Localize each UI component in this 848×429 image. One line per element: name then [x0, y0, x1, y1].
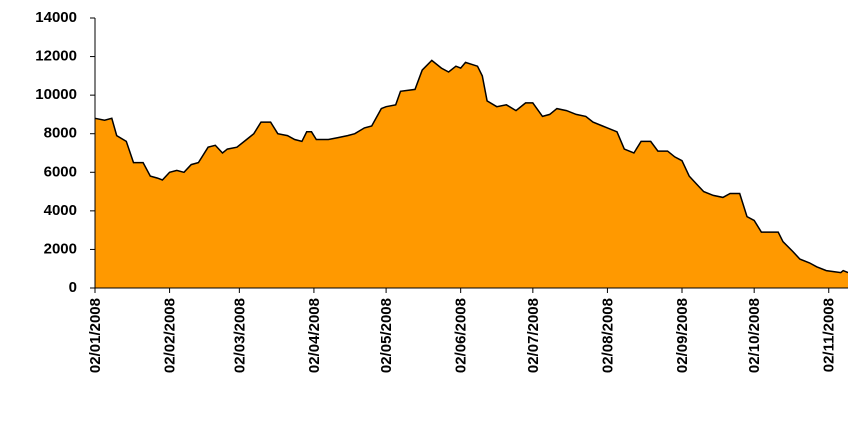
- x-tick-label: 02/01/2008: [87, 298, 104, 373]
- y-tick-label: 6000: [44, 163, 77, 180]
- y-tick-label: 10000: [35, 86, 77, 103]
- x-tick-label: 02/06/2008: [453, 298, 470, 373]
- x-tick-label: 02/10/2008: [746, 298, 763, 373]
- y-tick-label: 2000: [44, 240, 77, 257]
- line: [94, 59, 848, 274]
- x-tick-label: 02/08/2008: [599, 298, 616, 373]
- area: [95, 60, 848, 289]
- y-tick-label: 14000: [35, 9, 77, 26]
- x-tick-label: 02/05/2008: [378, 298, 395, 373]
- y-tick-label: 4000: [44, 202, 77, 219]
- y-tick-label: 8000: [44, 125, 77, 142]
- y-tick-label: 12000: [35, 48, 77, 65]
- x-tick-label: 02/02/2008: [162, 298, 179, 373]
- x-tick-label: 02/03/2008: [231, 298, 248, 373]
- x-tick-label: 02/11/2008: [821, 298, 838, 372]
- y-tick-label: 0: [69, 279, 77, 296]
- x-tick-label: 02/09/2008: [674, 298, 691, 373]
- x-tick-label: 02/07/2008: [525, 298, 542, 373]
- x-tick-label: 02/04/2008: [306, 298, 323, 373]
